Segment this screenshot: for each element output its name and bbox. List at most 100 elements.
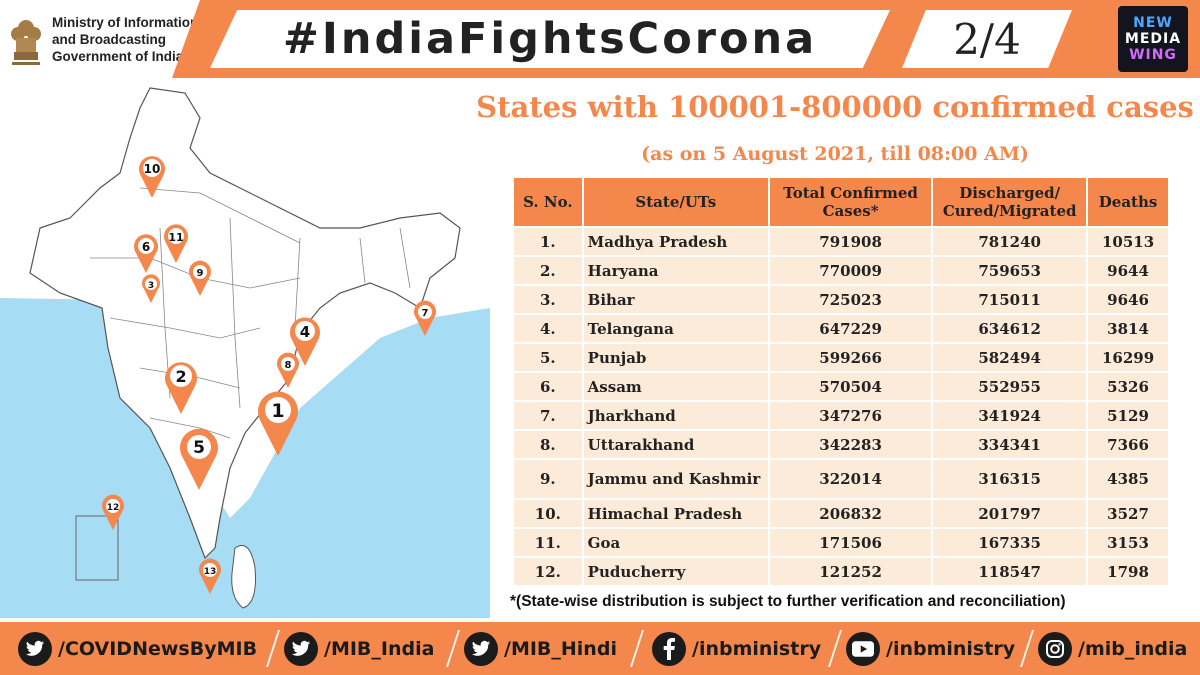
cell-state: Jammu and Kashmir (583, 460, 768, 498)
cell-discharged: 316315 (933, 460, 1087, 498)
map-svg: 10 6 11 9 3 7 4 8 2 1 5 12 13 (0, 78, 490, 618)
table-header-row: S. No. State/UTs Total Confirmed Cases* … (514, 178, 1168, 226)
map-marker: 11 (164, 224, 188, 263)
cell-sno: 2. (514, 257, 582, 284)
logo-line: WING (1129, 47, 1177, 63)
social-handle-twitter[interactable]: /COVIDNewsByMIB (18, 622, 257, 675)
cell-state: Punjab (583, 344, 768, 371)
map-marker: 6 (134, 234, 158, 273)
social-handle-twitter[interactable]: /MIB_Hindi (464, 622, 617, 675)
cell-confirmed: 347276 (769, 402, 932, 429)
marker-label: 1 (271, 400, 284, 422)
islands-inset (75, 515, 119, 581)
header-banner: Ministry of Information and Broadcasting… (0, 0, 1200, 78)
cell-confirmed: 791908 (769, 228, 932, 255)
cell-discharged: 759653 (933, 257, 1087, 284)
cell-state: Goa (583, 529, 768, 556)
map-marker: 13 (199, 558, 221, 594)
table-row: 6. Assam 570504 552955 5326 (514, 373, 1168, 400)
footer-divider (445, 630, 461, 667)
cell-state: Bihar (583, 286, 768, 313)
cell-deaths: 5326 (1088, 373, 1168, 400)
cell-sno: 4. (514, 315, 582, 342)
instagram-icon (1038, 631, 1072, 666)
handle-text: /inbministry (886, 637, 1016, 660)
handle-text: /mib_india (1078, 637, 1188, 660)
table-row: 10. Himachal Pradesh 206832 201797 3527 (514, 500, 1168, 527)
map-marker: 8 (277, 352, 299, 388)
marker-label: 12 (107, 503, 120, 513)
marker-label: 11 (168, 231, 183, 244)
cell-state: Jharkhand (583, 402, 768, 429)
social-handle-facebook[interactable]: /inbministry (652, 622, 821, 675)
cell-confirmed: 342283 (769, 431, 932, 458)
footer-divider (265, 630, 281, 667)
cell-discharged: 118547 (933, 558, 1087, 585)
social-handle-twitter[interactable]: /MIB_India (284, 622, 434, 675)
logo-line: MEDIA (1124, 31, 1182, 47)
hashtag-banner: #IndiaFightsCorona (210, 10, 890, 68)
cell-state: Uttarakhand (583, 431, 768, 458)
marker-label: 9 (197, 268, 204, 279)
cell-state: Madhya Pradesh (583, 228, 768, 255)
cell-sno: 5. (514, 344, 582, 371)
cell-confirmed: 171506 (769, 529, 932, 556)
hashtag-text: #IndiaFightsCorona (282, 14, 818, 64)
cell-discharged: 634612 (933, 315, 1087, 342)
page-title: States with 100001-800000 confirmed case… (476, 90, 1194, 124)
map-marker: 5 (180, 428, 218, 490)
cell-confirmed: 322014 (769, 460, 932, 498)
footer-divider (1019, 630, 1035, 667)
cell-deaths: 9646 (1088, 286, 1168, 313)
india-map: 10 6 11 9 3 7 4 8 2 1 5 12 13 (0, 78, 490, 618)
cell-discharged: 334341 (933, 431, 1087, 458)
cell-deaths: 7366 (1088, 431, 1168, 458)
cell-confirmed: 599266 (769, 344, 932, 371)
social-handle-instagram[interactable]: /mib_india (1038, 622, 1187, 675)
facebook-icon (652, 631, 686, 666)
twitter-icon (464, 631, 498, 666)
map-marker: 10 (139, 156, 165, 198)
ministry-line: and Broadcasting (52, 32, 167, 47)
cell-sno: 7. (514, 402, 582, 429)
marker-label: 6 (142, 240, 150, 254)
cell-confirmed: 570504 (769, 373, 932, 400)
sea-area (0, 298, 490, 618)
map-marker: 2 (165, 362, 198, 414)
cell-deaths: 5129 (1088, 402, 1168, 429)
column-header: S. No. (514, 178, 582, 226)
cell-deaths: 4385 (1088, 460, 1168, 498)
column-header: Discharged/ Cured/Migrated (933, 178, 1087, 226)
cell-deaths: 10513 (1088, 228, 1168, 255)
table-row: 2. Haryana 770009 759653 9644 (514, 257, 1168, 284)
column-header: Total Confirmed Cases* (769, 178, 932, 226)
table-row: 4. Telangana 647229 634612 3814 (514, 315, 1168, 342)
footnote: *(State-wise distribution is subject to … (510, 593, 1066, 610)
cell-discharged: 201797 (933, 500, 1087, 527)
cell-sno: 1. (514, 228, 582, 255)
ministry-line: Ministry of Information (52, 15, 199, 30)
map-marker: 12 (102, 494, 124, 530)
youtube-icon (846, 631, 880, 666)
cases-table: S. No. State/UTs Total Confirmed Cases* … (512, 176, 1170, 587)
map-marker: 7 (414, 300, 436, 336)
social-handle-youtube[interactable]: /inbministry (846, 622, 1015, 675)
cell-discharged: 781240 (933, 228, 1087, 255)
cell-discharged: 552955 (933, 373, 1087, 400)
cell-confirmed: 121252 (769, 558, 932, 585)
twitter-icon (284, 631, 318, 666)
footer-divider (827, 630, 843, 667)
cell-deaths: 3153 (1088, 529, 1168, 556)
marker-label: 4 (300, 323, 310, 341)
cell-sno: 12. (514, 558, 582, 585)
table-row: 12. Puducherry 121252 118547 1798 (514, 558, 1168, 585)
map-marker: 3 (142, 274, 160, 303)
new-media-wing-logo: NEW MEDIA WING (1118, 6, 1188, 72)
column-header: Deaths (1088, 178, 1168, 226)
cell-sno: 11. (514, 529, 582, 556)
marker-label: 8 (285, 360, 292, 371)
column-header: State/UTs (583, 178, 768, 226)
cell-sno: 8. (514, 431, 582, 458)
cell-state: Assam (583, 373, 768, 400)
cell-state: Puducherry (583, 558, 768, 585)
